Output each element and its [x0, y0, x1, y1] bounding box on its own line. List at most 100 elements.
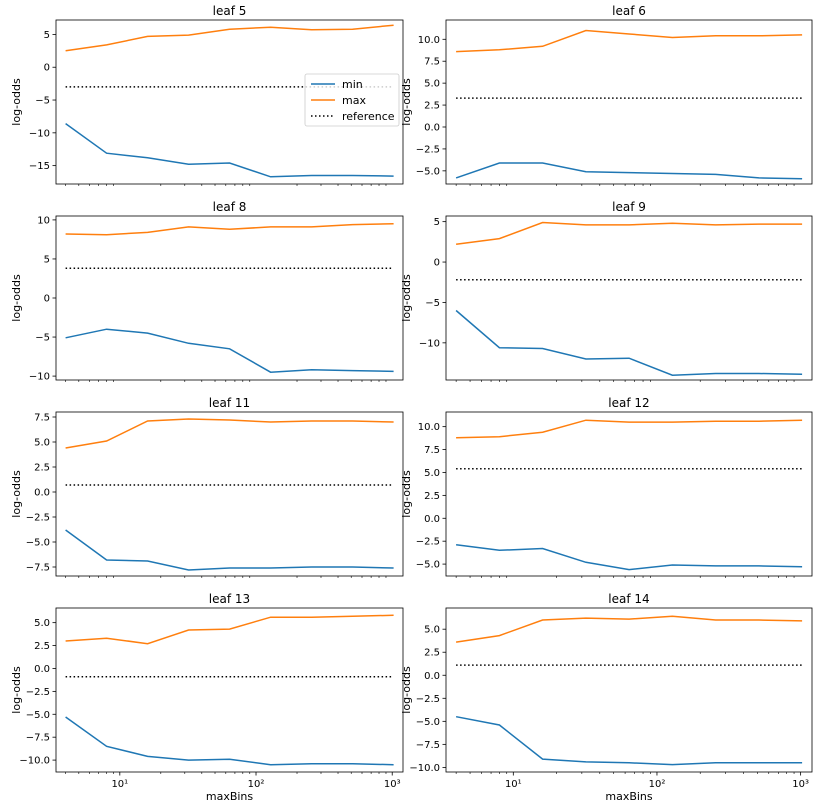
y-tick-label: −7.5 — [416, 740, 440, 751]
series-line-min — [456, 544, 803, 571]
axes-frame — [445, 411, 813, 577]
y-tick-label: 0 — [434, 258, 440, 269]
subplot-title: leaf 8 — [213, 200, 247, 214]
y-tick-label: 7.5 — [424, 57, 440, 68]
subplot-8: 5.0 2.5 0.0 −2.5 −5.0 −7.5 −10.0 10¹ 10² 10³ leaf … — [400, 592, 813, 803]
legend: min max reference — [304, 73, 400, 127]
x-tick-label: 10¹ — [505, 779, 522, 790]
x-axis-label: maxBins — [605, 790, 653, 803]
y-tick-label: −10 — [29, 128, 50, 139]
axes-frame — [55, 411, 404, 577]
y-tick-label: 5.0 — [424, 468, 440, 479]
y-tick-label: 5 — [434, 217, 440, 228]
y-tick-label: 0.0 — [424, 122, 440, 133]
y-tick-label: 0.0 — [34, 664, 50, 675]
y-tick-label: −5 — [35, 333, 50, 344]
y-axis-label: log-odds — [10, 274, 23, 322]
series-line-max — [65, 614, 394, 645]
y-axis-label: log-odds — [10, 666, 23, 714]
series-line-min — [65, 716, 394, 766]
plot-area — [455, 615, 803, 766]
y-tick-label: −2.5 — [26, 513, 50, 524]
y-tick-label: 0.0 — [424, 514, 440, 525]
y-axis-label: log-odds — [400, 666, 413, 714]
y-tick-label: −7.5 — [26, 563, 50, 574]
axes-frame — [55, 215, 404, 381]
series-line-min — [65, 122, 394, 178]
y-tick-label: 0.0 — [424, 671, 440, 682]
y-axis-label: log-odds — [10, 470, 23, 518]
y-tick-label: 5.0 — [34, 618, 50, 629]
series-line-min — [455, 715, 803, 766]
y-tick-label: 5.0 — [34, 438, 50, 449]
y-tick-label: −5 — [35, 96, 50, 107]
y-tick-label: −5.0 — [416, 560, 440, 571]
y-tick-label: −5.0 — [26, 538, 50, 549]
plot-area — [65, 223, 394, 373]
y-tick-label: −5.0 — [26, 710, 50, 721]
series-line-min — [65, 529, 394, 571]
y-tick-label: 10.0 — [418, 35, 440, 46]
y-tick-label: 5.0 — [424, 79, 440, 90]
x-tick-label: 10² — [248, 779, 265, 790]
y-tick-label: −2.5 — [416, 537, 440, 548]
y-tick-label: −2.5 — [416, 144, 440, 155]
y-tick-label: −5.0 — [416, 717, 440, 728]
subplot-title: leaf 11 — [209, 396, 250, 410]
y-tick-label: 2.5 — [424, 491, 440, 502]
axes-frame — [445, 215, 813, 381]
y-tick-label: −10.0 — [409, 763, 440, 774]
subplot-1: 5 0 −5 −10 −15 leaf 5 log-odds min max reference — [10, 4, 404, 186]
series-line-max — [456, 221, 803, 246]
series-line-max — [65, 223, 394, 236]
axes-frame — [445, 19, 813, 185]
plot-area — [65, 614, 394, 766]
y-tick-label: 7.5 — [34, 413, 50, 424]
subplot-3: 10 5 0 −5 −10 leaf 8 log-odds — [10, 200, 404, 383]
subplot-title: leaf 14 — [608, 592, 649, 606]
x-tick-label: 10³ — [384, 779, 401, 790]
y-tick-label: −2.5 — [416, 694, 440, 705]
subplot-title: leaf 12 — [608, 396, 649, 410]
series-line-min — [455, 162, 803, 180]
series-line-max — [456, 419, 803, 439]
y-axis-label: log-odds — [400, 274, 413, 322]
subplot-7: 5.0 2.5 0.0 −2.5 −5.0 −7.5 −10.0 10¹ 10² 10³ leaf … — [10, 592, 404, 803]
y-tick-label: 0 — [44, 294, 50, 305]
subplot-title: leaf 9 — [612, 200, 646, 214]
x-tick-label: 10³ — [792, 779, 809, 790]
y-tick-label: 10 — [37, 215, 50, 226]
y-tick-label: 0.0 — [34, 488, 50, 499]
legend-box — [304, 73, 400, 127]
y-tick-label: −2.5 — [26, 687, 50, 698]
y-tick-label: 2.5 — [34, 463, 50, 474]
y-tick-label: 5 — [44, 30, 50, 41]
y-tick-label: −5.0 — [416, 166, 440, 177]
series-line-max — [65, 24, 394, 52]
legend-label-min: min — [342, 78, 363, 91]
series-line-min — [65, 328, 394, 373]
axes-frame — [445, 607, 813, 773]
plot-area — [455, 221, 803, 376]
y-tick-label: 2.5 — [424, 648, 440, 659]
y-tick-label: 5 — [44, 254, 50, 265]
axes-frame — [55, 19, 404, 185]
subplot-5: 7.5 5.0 2.5 0.0 −2.5 −5.0 −7.5 leaf 11 log-odds — [10, 396, 404, 578]
x-axis-label: maxBins — [206, 790, 254, 803]
y-tick-label: 0 — [44, 63, 50, 74]
series-line-max — [65, 418, 394, 449]
y-tick-label: −15 — [29, 161, 50, 172]
legend-label-max: max — [342, 94, 366, 107]
y-tick-label: −7.5 — [26, 733, 50, 744]
subplot-title: leaf 5 — [213, 4, 247, 18]
plot-area — [455, 29, 803, 180]
y-tick-label: 2.5 — [424, 101, 440, 112]
y-tick-label: 7.5 — [424, 445, 440, 456]
subplot-6: 10.0 7.5 5.0 2.5 0.0 −2.5 −5.0 leaf 12 log-odds — [400, 396, 813, 578]
x-tick-label: 10² — [649, 779, 666, 790]
series-line-max — [455, 615, 803, 643]
legend-label-reference: reference — [342, 110, 395, 123]
y-tick-label: −10 — [419, 338, 440, 349]
y-axis-label: log-odds — [10, 78, 23, 126]
y-axis-label: log-odds — [400, 470, 413, 518]
